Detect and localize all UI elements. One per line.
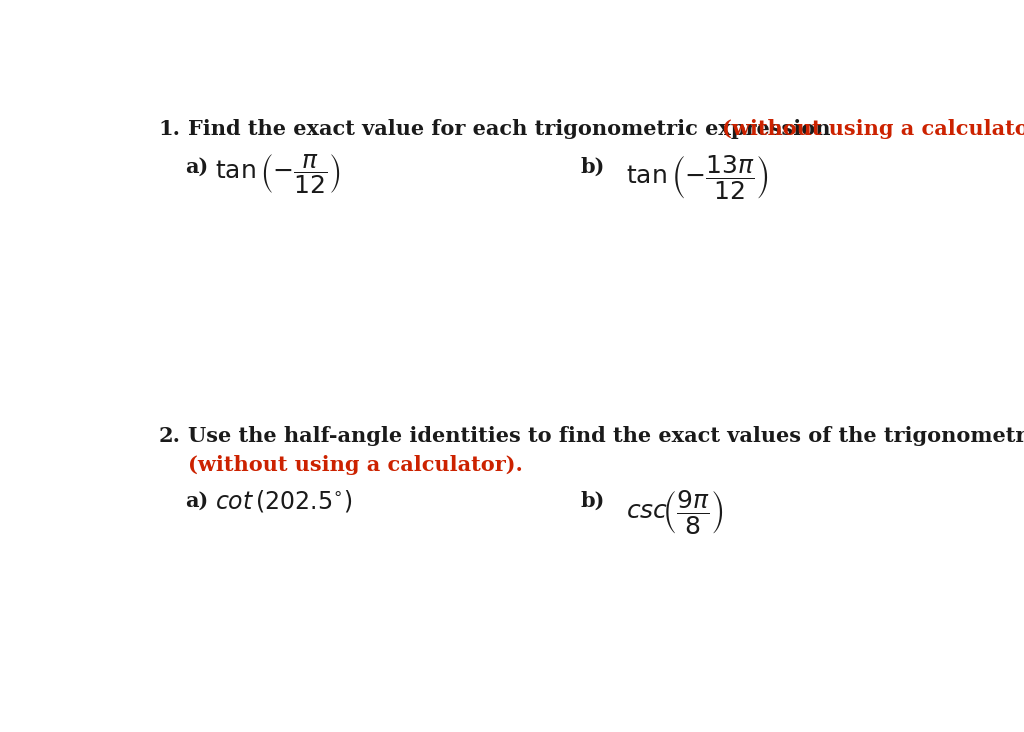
Text: a): a): [185, 491, 209, 511]
Text: Find the exact value for each trigonometric expression: Find the exact value for each trigonomet…: [187, 119, 838, 139]
Text: $\tan\left(-\dfrac{\pi}{12}\right)$: $\tan\left(-\dfrac{\pi}{12}\right)$: [215, 153, 341, 196]
Text: (without using a calculator).: (without using a calculator).: [187, 455, 522, 475]
Text: 2.: 2.: [158, 426, 180, 446]
Text: b): b): [581, 491, 605, 511]
Text: (without using a calculator).: (without using a calculator).: [722, 119, 1024, 139]
Text: a): a): [185, 157, 209, 176]
Text: $\mathit{cot}\,(202.5^{\circ})$: $\mathit{cot}\,(202.5^{\circ})$: [215, 488, 353, 514]
Text: 1.: 1.: [158, 119, 180, 139]
Text: $\tan\left(-\dfrac{13\pi}{12}\right)$: $\tan\left(-\dfrac{13\pi}{12}\right)$: [627, 153, 769, 201]
Text: Use the half-angle identities to find the exact values of the trigonometric expr: Use the half-angle identities to find th…: [187, 426, 1024, 446]
Text: b): b): [581, 157, 605, 176]
Text: $\mathit{csc}\!\left(\dfrac{9\pi}{8}\right)$: $\mathit{csc}\!\left(\dfrac{9\pi}{8}\rig…: [627, 488, 724, 536]
